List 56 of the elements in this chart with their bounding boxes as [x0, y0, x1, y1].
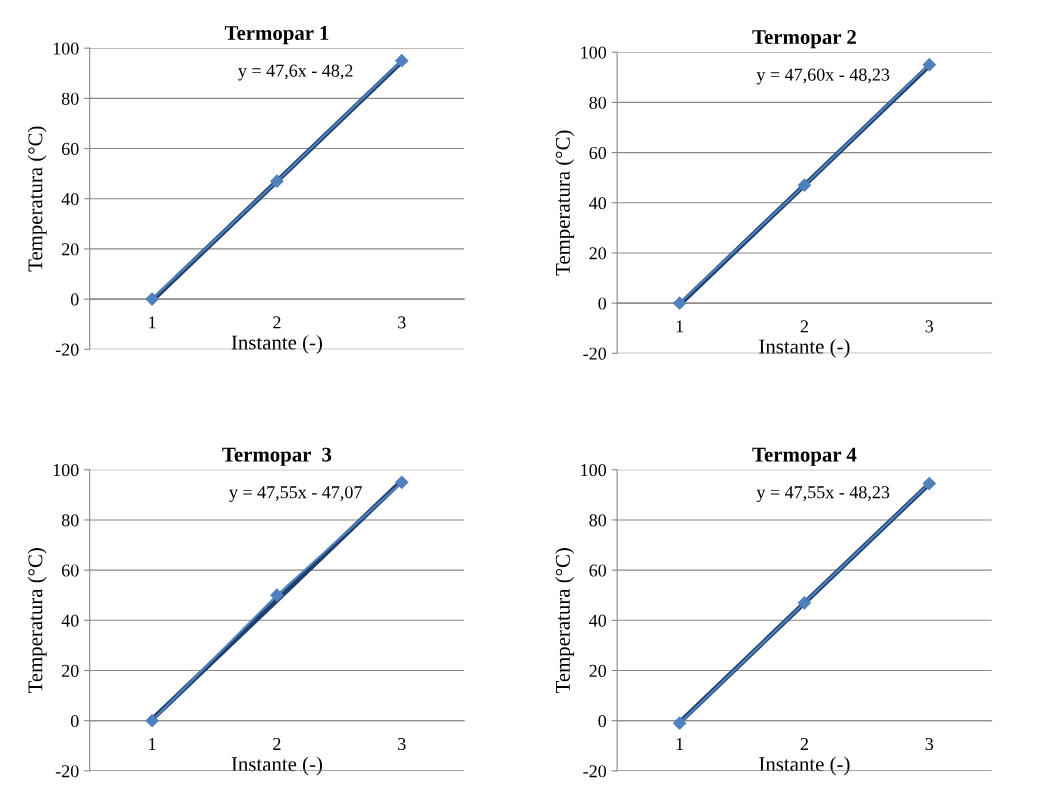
- x-tick-label: 2: [273, 316, 281, 329]
- x-tick-label: 1: [149, 737, 156, 750]
- x-tick-label: 1: [676, 320, 684, 333]
- y-tick-label: 60: [589, 564, 607, 577]
- y-tick-label: -20: [583, 765, 607, 778]
- y-tick-label: 80: [589, 514, 607, 527]
- y-tick-label: 0: [598, 714, 607, 728]
- y-axis-title: Temperatura (°C): [555, 548, 575, 694]
- y-tick-label: 40: [589, 197, 607, 210]
- y-tick-label: 20: [589, 664, 607, 677]
- y-tick-label: 100: [53, 42, 79, 55]
- y-tick-label: 20: [62, 243, 79, 256]
- x-tick-label: 1: [149, 316, 156, 329]
- y-tick-label: 80: [61, 92, 79, 105]
- x-axis-title: Instante (-): [231, 756, 323, 776]
- y-tick-label: 20: [589, 247, 607, 260]
- y-tick-label: 80: [61, 514, 79, 527]
- annotation: y = 47,55x - 47,07: [229, 486, 362, 503]
- x-axis-title: Instante (-): [231, 334, 323, 354]
- y-tick-label: 40: [61, 614, 79, 627]
- y-tick-label: -20: [583, 347, 607, 360]
- y-tick-label: 40: [61, 193, 79, 206]
- y-tick-label: 60: [61, 142, 79, 155]
- y-axis-title: Temperatura (°C): [27, 548, 47, 694]
- y-tick-label: 0: [598, 297, 607, 310]
- annotation: y = 47,60x - 48,23: [756, 68, 890, 85]
- x-tick-label: 2: [800, 320, 808, 333]
- y-tick-label: 60: [61, 564, 79, 577]
- x-tick-label: 3: [925, 737, 934, 751]
- y-axis-title: Temperatura (°C): [27, 126, 47, 272]
- x-tick-label: 3: [398, 316, 406, 329]
- y-axis-title: Temperatura (°C): [555, 130, 575, 276]
- chart-title: Termopar 4: [752, 447, 857, 466]
- y-tick-label: 40: [589, 614, 607, 627]
- y-tick-label: -20: [55, 343, 79, 356]
- y-tick-label: -20: [55, 765, 79, 778]
- chart-title: Termopar 2: [752, 30, 856, 49]
- annotation: y = 47,6x - 48,2: [238, 64, 353, 81]
- annotation: y = 47,55x - 48,23: [756, 486, 890, 503]
- y-tick-label: 0: [70, 714, 79, 728]
- x-tick-label: 3: [925, 320, 934, 333]
- y-tick-label: 20: [62, 664, 79, 677]
- y-tick-label: 60: [589, 146, 607, 160]
- x-tick-label: 2: [800, 737, 808, 750]
- y-tick-label: 0: [70, 293, 79, 306]
- x-tick-label: 2: [273, 737, 281, 750]
- x-axis-title: Instante (-): [759, 338, 850, 358]
- y-tick-label: 100: [581, 46, 607, 59]
- x-axis-title: Instante (-): [759, 756, 850, 776]
- chart-title: Termopar 1: [224, 26, 329, 45]
- y-tick-label: 100: [581, 464, 607, 477]
- y-tick-label: 80: [589, 96, 607, 109]
- x-tick-label: 1: [676, 737, 684, 750]
- x-tick-label: 3: [398, 737, 406, 751]
- y-tick-label: 100: [53, 464, 79, 477]
- chart-title: Termopar 3: [222, 447, 332, 466]
